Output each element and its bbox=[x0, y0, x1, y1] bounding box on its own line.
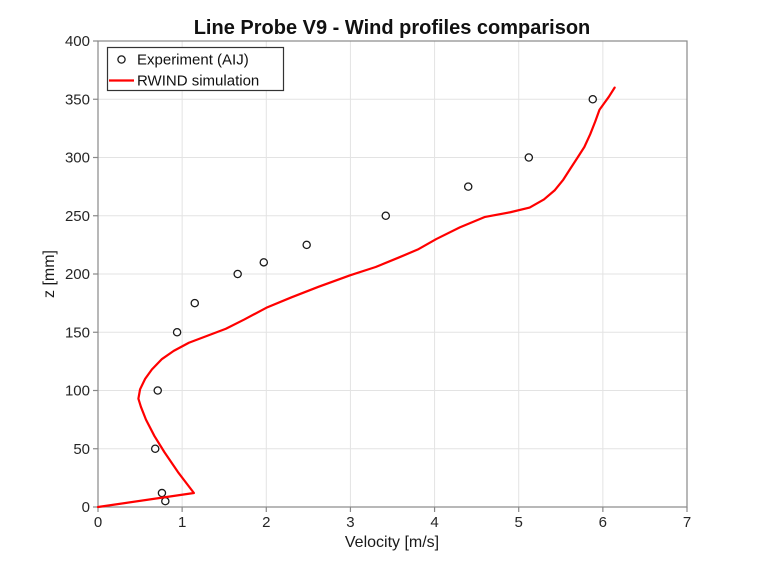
experiment-data-point bbox=[150, 444, 160, 453]
y-tick-label: 50 bbox=[73, 441, 90, 458]
experiment-data-point bbox=[381, 211, 391, 220]
legend-experiment-marker-icon bbox=[117, 55, 126, 64]
y-tick-label: 350 bbox=[65, 91, 90, 108]
y-tick-label: 100 bbox=[65, 383, 90, 400]
x-tick-label: 5 bbox=[515, 514, 523, 531]
legend-box bbox=[106, 46, 285, 92]
experiment-data-point bbox=[259, 258, 269, 267]
y-axis-label: z [mm] bbox=[41, 250, 58, 298]
x-tick-label: 4 bbox=[430, 514, 438, 531]
y-tick-label: 200 bbox=[65, 266, 90, 283]
experiment-data-point bbox=[153, 386, 162, 395]
x-tick-label: 6 bbox=[599, 514, 607, 531]
legend-entry-simulation: RWIND simulation bbox=[137, 73, 259, 90]
y-tick-label: 300 bbox=[65, 150, 90, 167]
chart-annotations: Line Probe V9 - Wind profiles comparison… bbox=[41, 17, 590, 551]
x-axis-label: Velocity [m/s] bbox=[345, 534, 439, 551]
legend-entry-experiment: Experiment (AIJ) bbox=[137, 52, 249, 69]
x-tick-label: 7 bbox=[683, 514, 691, 531]
x-tick-label: 3 bbox=[346, 514, 354, 531]
experiment-data-point bbox=[233, 269, 242, 279]
experiment-data-point bbox=[172, 327, 182, 337]
x-tick-label: 1 bbox=[178, 514, 186, 531]
y-tick-label: 0 bbox=[82, 499, 90, 516]
experiment-data-point bbox=[302, 240, 311, 250]
x-tick-label: 0 bbox=[94, 514, 102, 531]
plot-area: 0 1 2 3 4 5 6 7 0 50 100 150 200 250 300 350 400 bbox=[65, 33, 691, 531]
simulation-curve bbox=[96, 86, 616, 509]
x-tick-label: 2 bbox=[262, 514, 270, 531]
legend: Experiment (AIJ) RWIND simulation bbox=[106, 46, 285, 92]
experiment-data-point bbox=[463, 182, 473, 191]
y-tick-label: 250 bbox=[65, 208, 90, 225]
experiment-data-point bbox=[524, 153, 534, 162]
chart-title: Line Probe V9 - Wind profiles comparison bbox=[194, 17, 591, 39]
experiment-data-point bbox=[190, 298, 200, 308]
experiment-data-point bbox=[588, 95, 598, 104]
y-tick-label: 400 bbox=[65, 33, 90, 50]
experiment-data-point bbox=[157, 488, 167, 498]
y-tick-label: 150 bbox=[65, 324, 90, 341]
